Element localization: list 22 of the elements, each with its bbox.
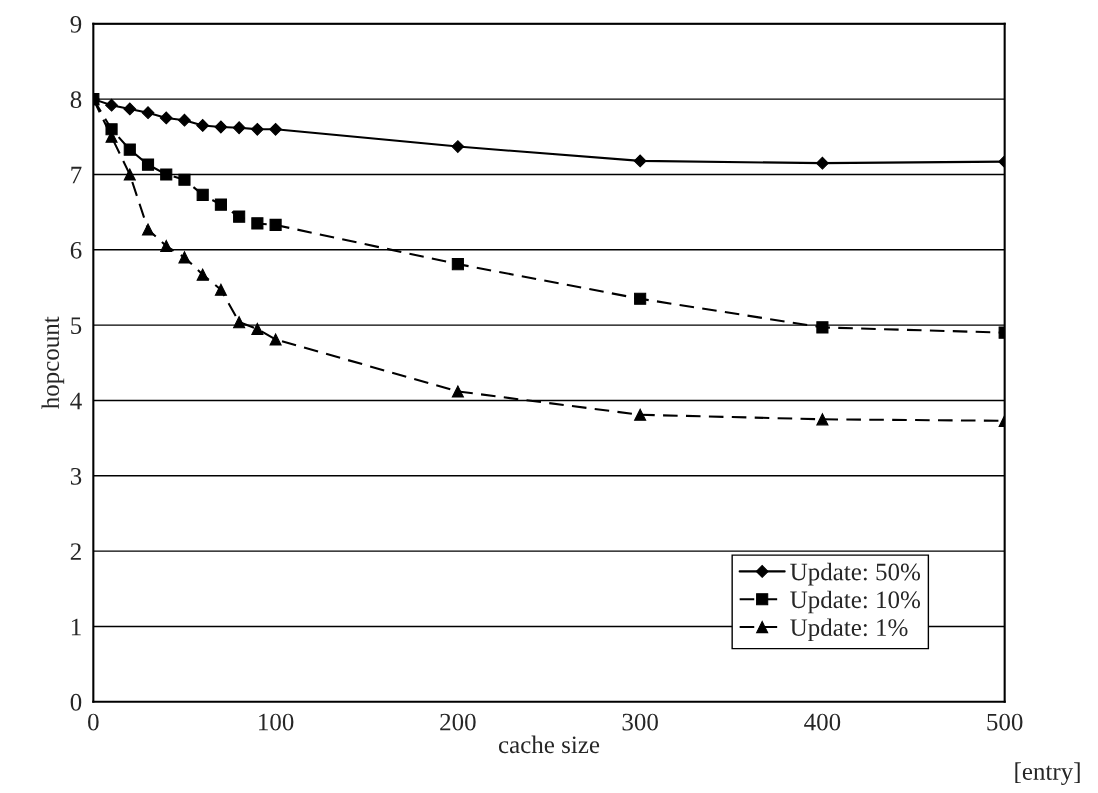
legend-label: Update: 50% — [790, 562, 921, 586]
x-tick-label: 500 — [987, 713, 1023, 731]
y-tick-label: 5 — [71, 317, 82, 335]
x-tick-label: 400 — [804, 713, 841, 731]
legend-label: Update: 1% — [790, 618, 908, 642]
x-tick-label: 100 — [259, 713, 294, 731]
x-tick-label: 300 — [622, 713, 658, 731]
y-tick-label: 7 — [71, 166, 82, 184]
y-tick-label: 4 — [70, 392, 82, 410]
x-tick-label: 0 — [88, 713, 99, 731]
x-tick-label: 200 — [440, 713, 476, 731]
y-tick-label: 6 — [70, 241, 82, 259]
y-tick-label: 8 — [70, 91, 82, 109]
legend-label: Update: 10% — [790, 590, 921, 614]
y-tick-label: 1 — [71, 618, 81, 636]
text: [entry] — [1015, 762, 1080, 786]
y-axis-title: hopcount — [41, 316, 65, 410]
y-tick-label: 3 — [70, 467, 82, 485]
y-tick-label: 2 — [70, 543, 81, 560]
y-tick-label: 0 — [70, 693, 82, 711]
x-axis-title: cache size — [498, 735, 600, 754]
y-tick-label: 9 — [70, 15, 82, 33]
